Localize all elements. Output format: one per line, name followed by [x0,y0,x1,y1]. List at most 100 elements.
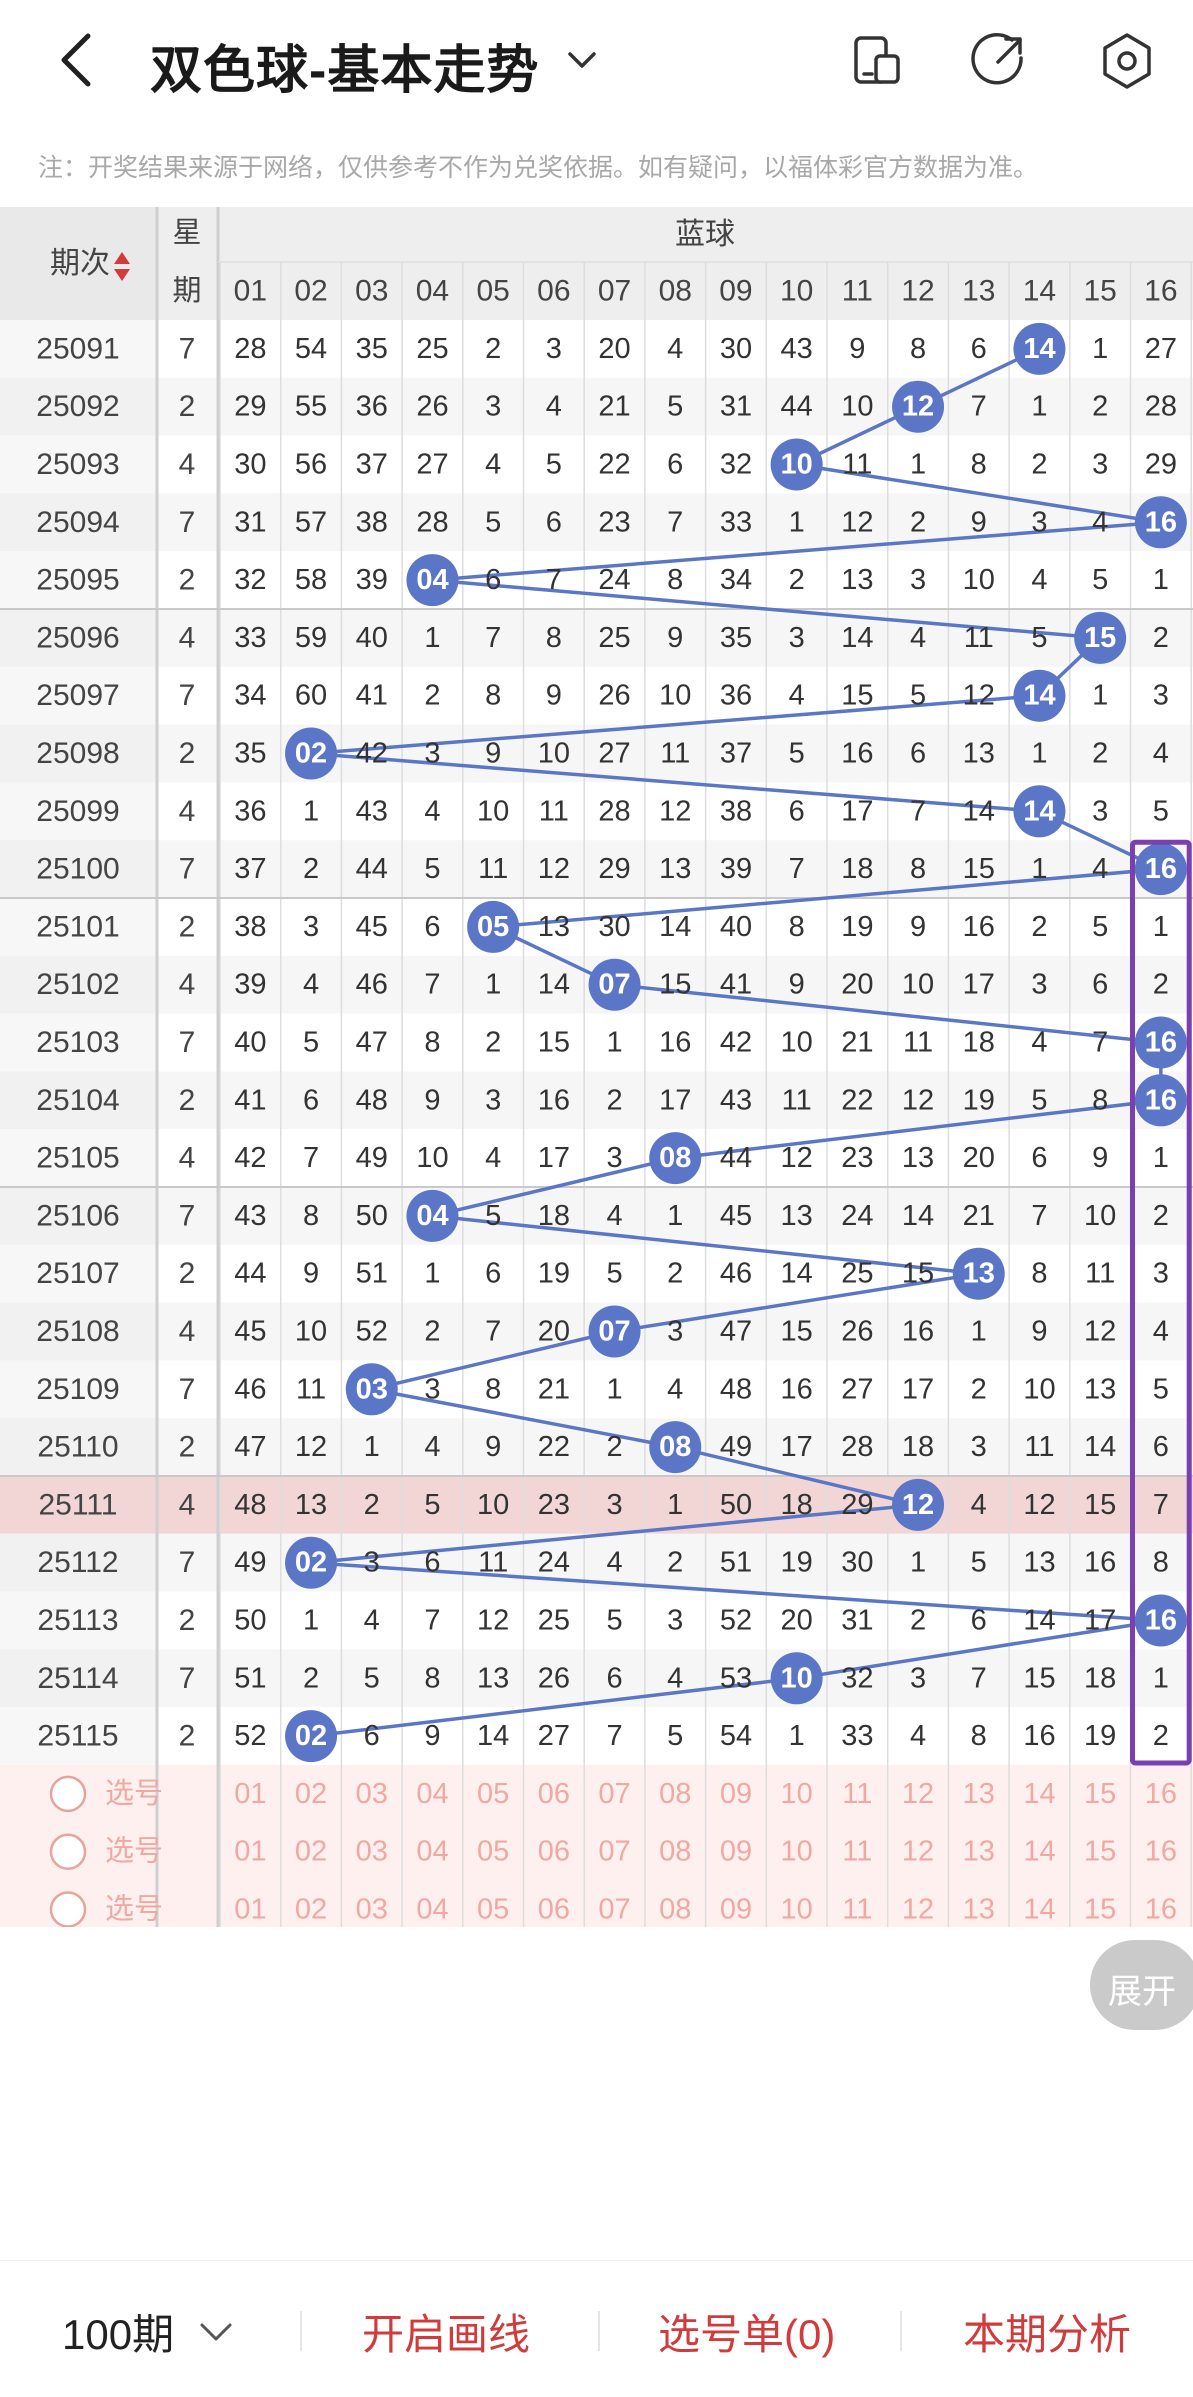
miss-count: 47 [356,1027,388,1059]
select-label[interactable]: 选号 [105,1893,163,1926]
select-ball[interactable]: 15 [1084,1778,1116,1810]
miss-count: 3 [1092,449,1108,481]
select-ball[interactable]: 09 [720,1836,752,1868]
select-ball[interactable]: 02 [295,1894,327,1926]
select-ball[interactable]: 05 [477,1894,509,1926]
column-header-period[interactable]: 期次 [50,247,110,280]
miss-count: 8 [424,1027,440,1059]
select-ball[interactable]: 11 [842,1778,872,1810]
select-ball[interactable]: 11 [842,1894,872,1926]
select-ball[interactable]: 10 [781,1836,813,1868]
period-cell-bg [0,320,157,378]
select-ball[interactable]: 14 [1023,1894,1055,1926]
miss-count: 6 [424,1547,440,1579]
select-ball[interactable]: 16 [1145,1778,1177,1810]
hit-number: 04 [416,1200,448,1232]
select-ball[interactable]: 07 [598,1836,630,1868]
select-radio[interactable] [49,1775,87,1813]
miss-count: 8 [971,449,987,481]
select-ball[interactable]: 16 [1145,1894,1177,1926]
select-ball[interactable]: 01 [234,1778,266,1810]
share-icon[interactable] [968,30,1030,92]
settings-icon[interactable] [1096,30,1158,92]
miss-count: 16 [1023,1720,1055,1752]
miss-count: 2 [1153,969,1169,1001]
select-ball[interactable]: 09 [720,1894,752,1926]
select-ball[interactable]: 10 [781,1894,813,1926]
select-ball[interactable]: 02 [295,1836,327,1868]
select-ball[interactable]: 03 [356,1778,388,1810]
select-ball[interactable]: 06 [538,1894,570,1926]
select-label[interactable]: 选号 [105,1835,163,1868]
period-cell-bg [0,782,157,841]
sort-up-icon[interactable] [114,252,130,264]
sort-down-icon[interactable] [114,269,130,281]
miss-count: 18 [963,1027,995,1059]
miss-count: 1 [303,1605,319,1637]
miss-count: 5 [424,853,440,885]
expand-button[interactable]: 展开 [1090,1940,1193,2030]
select-ball[interactable]: 06 [538,1778,570,1810]
select-ball[interactable]: 13 [963,1894,995,1926]
select-ball[interactable]: 03 [356,1894,388,1926]
miss-count: 33 [720,506,752,538]
select-ball[interactable]: 08 [659,1894,691,1926]
select-ball[interactable]: 12 [902,1894,934,1926]
back-icon[interactable] [52,30,102,90]
select-ball[interactable]: 11 [842,1836,872,1868]
select-ball[interactable]: 15 [1084,1894,1116,1926]
select-radio[interactable] [49,1833,87,1870]
miss-count: 38 [234,911,266,943]
select-ball[interactable]: 14 [1023,1778,1055,1810]
select-ball[interactable]: 08 [659,1836,691,1868]
select-ball[interactable]: 08 [659,1778,691,1810]
chevron-down-icon[interactable] [562,40,602,80]
miss-count: 47 [234,1431,266,1463]
miss-count: 9 [1092,1142,1108,1174]
tablet-icon[interactable] [846,30,908,92]
miss-count: 37 [234,853,266,885]
select-ball[interactable]: 12 [902,1836,934,1868]
miss-count: 25 [538,1605,570,1637]
select-ball[interactable]: 12 [902,1778,934,1810]
select-ball[interactable]: 06 [538,1836,570,1868]
period-label: 25104 [36,1084,119,1117]
period-analysis-button[interactable]: 本期分析 [963,2311,1132,2358]
select-ball[interactable]: 13 [963,1778,995,1810]
draw-line-button[interactable]: 开启画线 [362,2311,531,2358]
miss-count: 23 [538,1489,570,1521]
select-ball[interactable]: 13 [963,1836,995,1868]
week-label: 7 [179,1373,196,1406]
select-ball[interactable]: 01 [234,1894,266,1926]
select-ball[interactable]: 04 [416,1778,448,1810]
miss-count: 4 [546,391,562,423]
page-title[interactable]: 双色球-基本走势 [150,42,540,100]
selection-list-button[interactable]: 选号单(0) [658,2311,836,2358]
select-ball[interactable]: 09 [720,1778,752,1810]
chevron-down-icon[interactable] [198,2317,234,2347]
select-ball[interactable]: 07 [598,1778,630,1810]
blue-ball-hit [770,1652,823,1705]
miss-count: 3 [1153,1258,1169,1290]
select-ball[interactable]: 05 [477,1778,509,1810]
miss-count: 3 [1092,795,1108,827]
select-ball[interactable]: 16 [1145,1836,1177,1868]
period-cell-bg [0,493,157,552]
select-ball[interactable]: 14 [1023,1836,1055,1868]
period-count-selector[interactable]: 100期 [62,2311,175,2358]
select-ball[interactable]: 10 [781,1778,813,1810]
select-ball[interactable]: 05 [477,1836,509,1868]
period-cell-bg [0,1302,157,1361]
select-ball[interactable]: 02 [295,1778,327,1810]
period-label: 25108 [36,1315,119,1348]
select-ball[interactable]: 07 [598,1894,630,1926]
miss-count: 5 [667,391,683,423]
select-ball[interactable]: 01 [234,1836,266,1868]
select-radio[interactable] [49,1891,87,1927]
select-ball[interactable]: 04 [416,1894,448,1926]
select-ball[interactable]: 15 [1084,1836,1116,1868]
miss-count: 3 [1153,680,1169,712]
select-label[interactable]: 选号 [105,1777,163,1810]
select-ball[interactable]: 04 [416,1836,448,1868]
select-ball[interactable]: 03 [356,1836,388,1868]
